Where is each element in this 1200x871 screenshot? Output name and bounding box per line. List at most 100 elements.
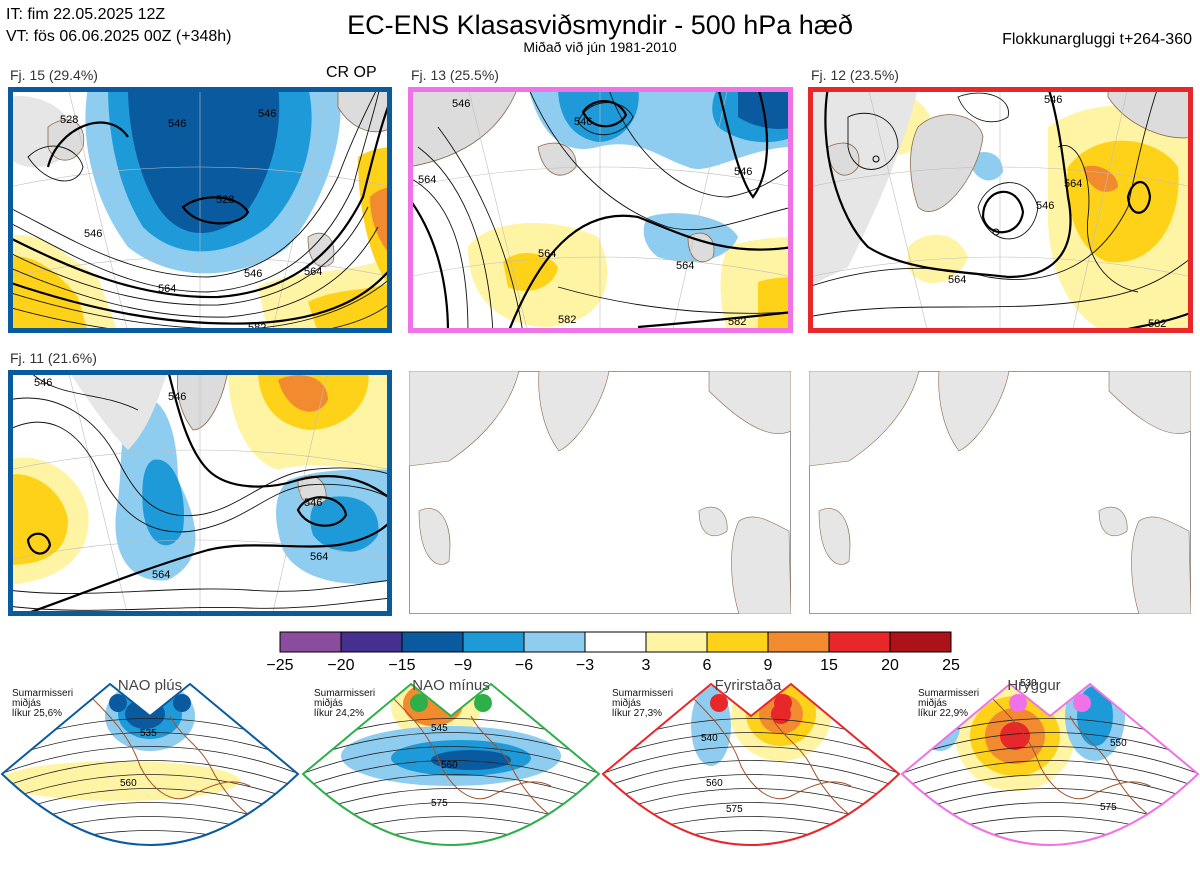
contour-label: 546 [574, 116, 592, 128]
cr-op-label: CR OP [326, 64, 377, 81]
regime-marker-dot [109, 694, 127, 712]
contour-label: 546 [452, 98, 470, 110]
colorbar: −25 −20 −15 −9 −6 −3 3 6 9 15 20 25 [266, 631, 960, 674]
cluster-map-4: 546 546 564 564 546 [8, 370, 392, 616]
colorbar-cell [279, 631, 342, 653]
contour-label: 564 [152, 569, 170, 581]
regime-contour-label: 560 [441, 760, 458, 771]
cluster-label-2: Fj. 13 (25.5%) [411, 67, 499, 83]
colorbar-cell [706, 631, 769, 653]
contour-label: 546 [258, 108, 276, 120]
regime-marker-dot [474, 694, 492, 712]
colorbar-tick-label: −25 [266, 657, 293, 674]
regime-text-2: Sumarmisseri miðjás líkur 24,2% [314, 688, 376, 719]
cluster-border [808, 87, 1193, 333]
regime-contour-label: 575 [1100, 802, 1117, 813]
contour-label: 546 [1044, 94, 1062, 106]
regime-title-3: Fyrirstaða [714, 677, 782, 694]
contour-label: 546 [304, 497, 322, 509]
colorbar-tick-label: −9 [454, 657, 472, 674]
contour-label: 546 [168, 118, 186, 130]
regime-title-1: NAO plús [117, 677, 183, 694]
colorbar-cell [889, 631, 952, 653]
chart-subtitle: Miðað við jún 1981-2010 [523, 39, 677, 55]
regime-title-4: Hryggur [1007, 677, 1061, 694]
regime-text-3: Sumarmisseri miðjás líkur 27,3% [612, 688, 674, 719]
colorbar-cell [340, 631, 403, 653]
regime-marker-dot [173, 694, 191, 712]
regime-contour-label: 540 [701, 733, 718, 744]
regime-contour-label: 545 [431, 723, 448, 734]
cluster-map-1: 528 546 546 564 546 564 582 528 546 [8, 87, 392, 333]
regime-marker-dot [710, 694, 728, 712]
classification-window: Flokkunargluggi t+264-360 [1002, 31, 1192, 48]
colorbar-cell [828, 631, 891, 653]
colorbar-cell [584, 631, 647, 653]
colorbar-tick-label: 6 [703, 657, 712, 674]
regime-title-2: NAO mínus [412, 677, 490, 694]
colorbar-cell [462, 631, 525, 653]
colorbar-tick-label: −20 [327, 657, 354, 674]
initial-time: IT: fim 22.05.2025 12Z [6, 6, 166, 23]
contour-label: 546 [244, 268, 262, 280]
colorbar-tick-label: −3 [576, 657, 594, 674]
contour-label: 546 [34, 377, 52, 389]
regime-fans: 535 560 545 560 575 540 560 575 530 550 575 [0, 678, 1200, 846]
regime-marker-dot [774, 694, 792, 712]
colorbar-cell [645, 631, 708, 653]
regime-contour-label: 560 [706, 778, 723, 789]
header-info: IT: fim 22.05.2025 12Z VT: fös 06.06.202… [6, 4, 231, 48]
colorbar-tick-label: 20 [881, 657, 899, 674]
contour-label: 564 [418, 174, 436, 186]
contour-label: 582 [248, 322, 266, 333]
regime-marker-dot [410, 694, 428, 712]
contour-label: 564 [158, 283, 176, 295]
contour-label: 564 [948, 274, 966, 286]
regime-contour-label: 575 [431, 798, 448, 809]
empty-map-2 [809, 371, 1191, 614]
contour-label: 564 [304, 266, 322, 278]
empty-map-1 [409, 371, 791, 614]
regime-marker-dot [1009, 694, 1027, 712]
colorbar-tick-label: −15 [388, 657, 415, 674]
contour-label: 564 [538, 248, 556, 260]
colorbar-tick-label: 15 [820, 657, 838, 674]
contour-label: 546 [168, 391, 186, 403]
regime-text-1: Sumarmisseri miðjás líkur 25,6% [12, 688, 74, 719]
colorbar-tick-label: 3 [642, 657, 651, 674]
contour-label: 546 [1036, 200, 1054, 212]
cluster-border [408, 87, 793, 333]
contour-label: 546 [84, 228, 102, 240]
contour-label: 582 [558, 314, 576, 326]
contour-label: 564 [1064, 178, 1082, 190]
contour-label: 528 [216, 194, 234, 206]
cluster-label-4: Fj. 11 (21.6%) [10, 350, 97, 366]
contour-label: 528 [60, 114, 78, 126]
cluster-border [8, 87, 392, 333]
contour-label: 564 [676, 260, 694, 272]
colorbar-tick-label: −6 [515, 657, 533, 674]
regime-text-4: Sumarmisseri miðjás líkur 22,9% [918, 688, 980, 719]
regime-contour-label: 550 [1110, 738, 1127, 749]
colorbar-cell [401, 631, 464, 653]
colorbar-cell [523, 631, 586, 653]
contour-label: 582 [728, 316, 746, 328]
colorbar-tick-label: 25 [942, 657, 960, 674]
cluster-border [8, 370, 392, 616]
cluster-label-1: Fj. 15 (29.4%) [10, 67, 98, 83]
cluster-map-3: 546 564 564 582 546 [808, 87, 1193, 333]
regime-contour-label: 560 [120, 778, 137, 789]
contour-label: 564 [310, 551, 328, 563]
colorbar-cell [767, 631, 830, 653]
chart-title: EC-ENS Klasasviðsmyndir - 500 hPa hæð [347, 10, 853, 40]
contour-label: 546 [734, 166, 752, 178]
regime-contour-label: 575 [726, 804, 743, 815]
valid-time: VT: fös 06.06.2025 00Z (+348h) [6, 28, 232, 45]
regime-contour-label: 535 [140, 728, 157, 739]
colorbar-tick-label: 9 [764, 657, 773, 674]
cluster-label-3: Fj. 12 (23.5%) [811, 67, 899, 83]
cluster-map-2: 564 546 546 564 582 564 582 546 [408, 87, 793, 333]
contour-label: 582 [1148, 318, 1166, 330]
regime-contour-label: 530 [1020, 678, 1037, 689]
regime-marker-dot [1073, 694, 1091, 712]
